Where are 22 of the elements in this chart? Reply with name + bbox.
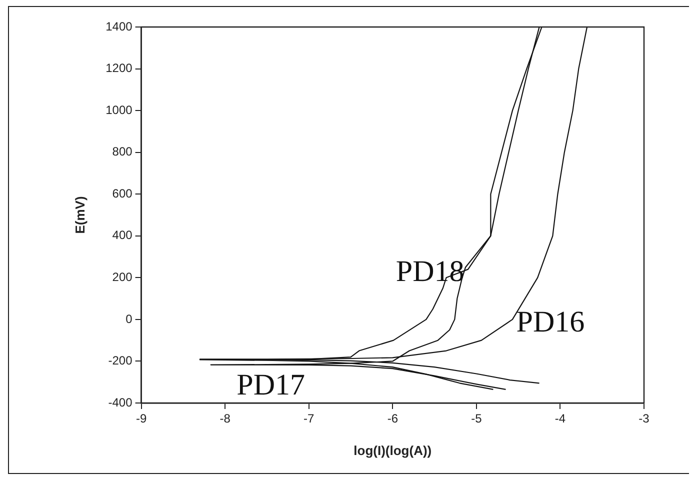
x-tick-label: -6 [387,412,398,426]
series-label: PD18 [396,255,464,288]
x-tick-label: -4 [554,412,566,426]
y-tick-label: -400 [108,395,133,410]
y-tick-label: 1000 [106,102,133,117]
y-axis-title: E(mV) [72,196,88,234]
series-label: PD16 [516,305,585,338]
y-tick-label: 0 [126,312,133,326]
x-axis-title: log(I)(log(A)) [354,442,432,458]
x-tick-label: -8 [220,412,231,426]
y-tick-label: 600 [112,186,133,200]
x-tick-label: -7 [304,412,315,426]
y-tick-label: 400 [112,228,133,242]
x-tick-label: -3 [638,412,650,426]
series-label: PD17 [236,368,306,402]
y-tick-label: 200 [112,270,133,284]
x-tick-label: -9 [136,412,147,426]
y-tick-label: 1200 [106,61,133,76]
y-tick-label: 1400 [106,19,133,34]
y-tick-label: 800 [112,144,133,159]
y-tick-label: -200 [108,354,133,368]
x-tick-label: -5 [471,412,482,426]
